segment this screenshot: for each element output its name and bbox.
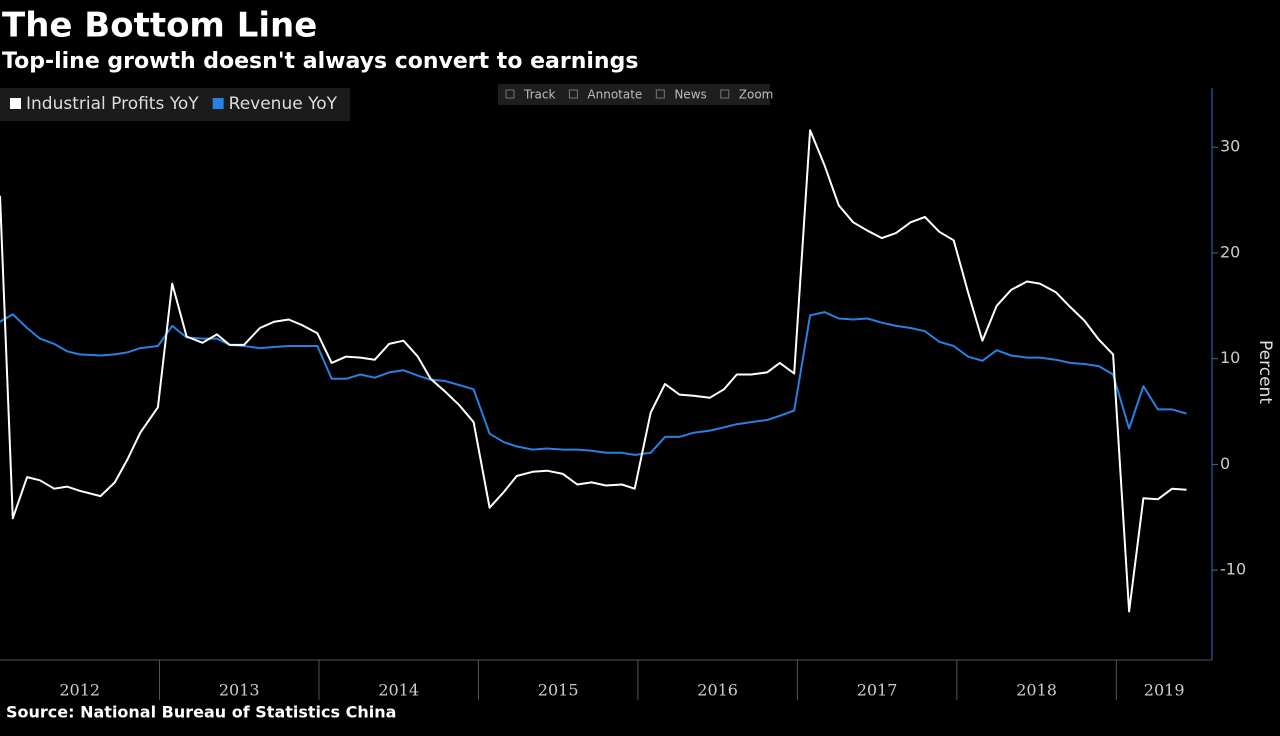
x-tick-label: 2019	[1144, 681, 1185, 700]
toolbar-icon[interactable]	[505, 89, 515, 99]
x-tick-label: 2018	[1016, 681, 1057, 700]
toolbar	[498, 84, 770, 105]
series-line	[0, 311, 1187, 456]
y-axis-label: Percent	[1255, 340, 1275, 404]
legend-label: Industrial Profits YoY	[26, 94, 199, 114]
x-tick-label: 2015	[538, 681, 579, 700]
legend-label: Revenue YoY	[229, 94, 338, 114]
y-tick-label: 0	[1220, 454, 1230, 473]
y-tick-label: 30	[1220, 137, 1240, 156]
source: Source: National Bureau of Statistics Ch…	[6, 703, 396, 722]
legend-swatch	[10, 98, 21, 109]
toolbar-icon[interactable]	[655, 89, 665, 99]
x-tick-label: 2017	[857, 681, 898, 700]
x-tick-label: 2013	[219, 681, 260, 700]
toolbar-icon[interactable]	[720, 89, 730, 99]
x-tick-label: 2016	[697, 681, 738, 700]
toolbar-button[interactable]: Zoom	[739, 88, 774, 102]
chart-title: The Bottom Line	[2, 6, 317, 46]
toolbar-icon[interactable]	[568, 89, 578, 99]
y-tick-label: 20	[1220, 242, 1240, 261]
legend-box	[0, 88, 350, 121]
series-line	[0, 129, 1187, 613]
toolbar-button[interactable]: News	[674, 88, 706, 102]
x-tick-label: 2012	[59, 681, 100, 700]
y-tick-label: -10	[1220, 560, 1246, 579]
toolbar-button[interactable]: Track	[523, 88, 555, 102]
legend-swatch	[212, 98, 224, 109]
chart-subtitle: Top-line growth doesn't always convert t…	[2, 49, 638, 74]
y-tick-label: 10	[1220, 348, 1240, 367]
toolbar-button[interactable]: Annotate	[587, 88, 642, 102]
x-tick-label: 2014	[378, 681, 419, 700]
